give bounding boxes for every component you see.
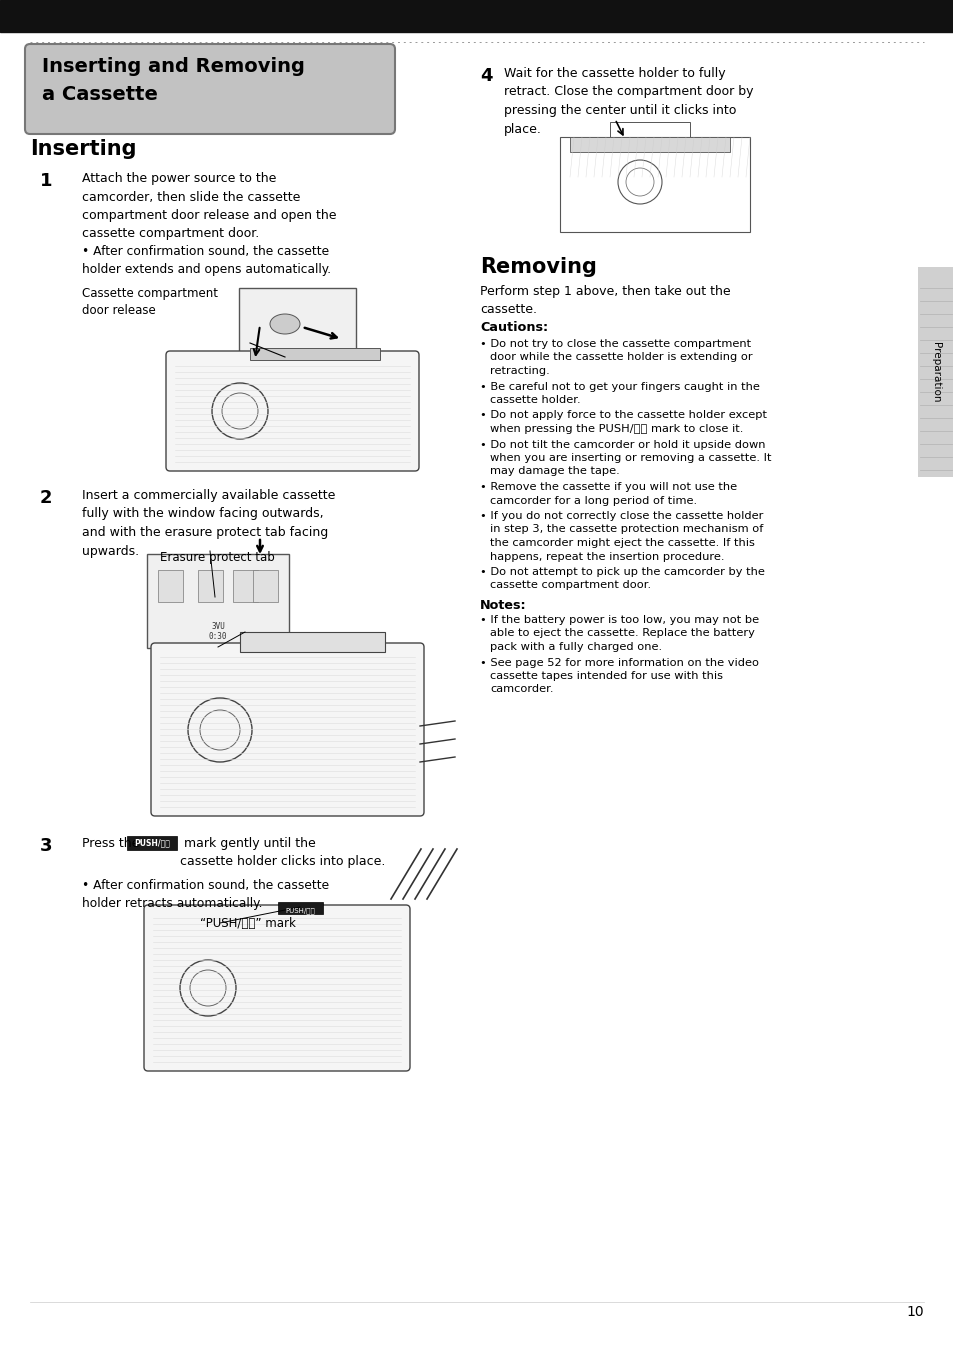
Text: • Do not try to close the cassette compartment: • Do not try to close the cassette compa…: [479, 339, 750, 349]
Ellipse shape: [270, 313, 299, 334]
Bar: [277, 902, 323, 915]
FancyBboxPatch shape: [144, 905, 410, 1071]
Text: a Cassette: a Cassette: [42, 85, 157, 104]
Text: 10: 10: [905, 1305, 923, 1319]
Text: Inserting and Removing: Inserting and Removing: [42, 57, 305, 76]
Bar: [917, 267, 953, 478]
Text: • Do not tilt the camcorder or hold it upside down: • Do not tilt the camcorder or hold it u…: [479, 440, 764, 449]
Text: 3: 3: [40, 837, 52, 855]
Text: may damage the tape.: may damage the tape.: [490, 467, 619, 476]
FancyBboxPatch shape: [25, 43, 395, 134]
Text: 3VU
0:30: 3VU 0:30: [209, 622, 227, 642]
Text: cassette holder.: cassette holder.: [490, 395, 580, 404]
Text: the camcorder might eject the cassette. If this: the camcorder might eject the cassette. …: [490, 537, 754, 548]
FancyBboxPatch shape: [239, 288, 355, 358]
Text: door while the cassette holder is extending or: door while the cassette holder is extend…: [490, 353, 752, 362]
Text: camcorder for a long period of time.: camcorder for a long period of time.: [490, 495, 697, 506]
Text: “PUSH/押す” mark: “PUSH/押す” mark: [200, 917, 295, 930]
Text: 4: 4: [479, 66, 492, 85]
Bar: [158, 570, 183, 603]
Text: in step 3, the cassette protection mechanism of: in step 3, the cassette protection mecha…: [490, 525, 762, 535]
Text: Erasure protect tab: Erasure protect tab: [160, 551, 274, 565]
Text: 1: 1: [40, 172, 52, 190]
Text: pack with a fully charged one.: pack with a fully charged one.: [490, 642, 661, 651]
Bar: [240, 632, 385, 651]
Text: Attach the power source to the
camcorder, then slide the cassette
compartment do: Attach the power source to the camcorder…: [82, 172, 336, 240]
Text: PUSH/押す: PUSH/押す: [285, 906, 314, 913]
Text: • Do not attempt to pick up the camcorder by the: • Do not attempt to pick up the camcorde…: [479, 567, 764, 577]
Text: Cautions:: Cautions:: [479, 322, 548, 334]
Text: • If you do not correctly close the cassette holder: • If you do not correctly close the cass…: [479, 512, 762, 521]
Text: cassette compartment door.: cassette compartment door.: [490, 581, 651, 590]
Text: Cassette compartment
door release: Cassette compartment door release: [82, 286, 218, 318]
Text: Notes:: Notes:: [479, 598, 526, 612]
Text: Inserting: Inserting: [30, 138, 136, 159]
Text: • If the battery power is too low, you may not be: • If the battery power is too low, you m…: [479, 615, 759, 626]
Text: • Do not apply force to the cassette holder except: • Do not apply force to the cassette hol…: [479, 411, 766, 421]
Text: • Be careful not to get your fingers caught in the: • Be careful not to get your fingers cau…: [479, 381, 760, 392]
Bar: [609, 122, 689, 137]
FancyBboxPatch shape: [147, 554, 289, 649]
Bar: [233, 570, 257, 603]
Bar: [250, 347, 379, 360]
Text: • Remove the cassette if you will not use the: • Remove the cassette if you will not us…: [479, 482, 737, 493]
Bar: [198, 570, 223, 603]
Text: cassette tapes intended for use with this: cassette tapes intended for use with thi…: [490, 670, 722, 681]
Text: retracting.: retracting.: [490, 366, 549, 376]
Text: Insert a commercially available cassette
fully with the window facing outwards,
: Insert a commercially available cassette…: [82, 489, 335, 558]
Text: camcorder.: camcorder.: [490, 684, 553, 695]
Text: Preparation: Preparation: [930, 342, 940, 402]
Text: Press the: Press the: [82, 837, 143, 849]
Text: 2: 2: [40, 489, 52, 508]
Bar: [253, 570, 277, 603]
Text: Wait for the cassette holder to fully
retract. Close the compartment door by
pre: Wait for the cassette holder to fully re…: [503, 66, 753, 136]
FancyBboxPatch shape: [166, 351, 418, 471]
Text: able to eject the cassette. Replace the battery: able to eject the cassette. Replace the …: [490, 628, 754, 639]
Text: PUSH/押す: PUSH/押す: [134, 839, 170, 848]
Text: • See page 52 for more information on the video: • See page 52 for more information on th…: [479, 658, 759, 668]
Bar: [569, 137, 729, 152]
Text: mark gently until the
cassette holder clicks into place.: mark gently until the cassette holder cl…: [180, 837, 385, 868]
Text: Removing: Removing: [479, 256, 597, 277]
Bar: [127, 836, 177, 849]
Text: happens, repeat the insertion procedure.: happens, repeat the insertion procedure.: [490, 551, 723, 562]
Text: when you are inserting or removing a cassette. It: when you are inserting or removing a cas…: [490, 453, 771, 463]
Text: • After confirmation sound, the cassette
holder extends and opens automatically.: • After confirmation sound, the cassette…: [82, 246, 331, 275]
Text: when pressing the PUSH/押す mark to close it.: when pressing the PUSH/押す mark to close …: [490, 423, 742, 434]
Text: Perform step 1 above, then take out the
cassette.: Perform step 1 above, then take out the …: [479, 285, 730, 316]
Text: • After confirmation sound, the cassette
holder retracts automatically.: • After confirmation sound, the cassette…: [82, 879, 329, 909]
Bar: [0, 0, 953, 33]
FancyBboxPatch shape: [151, 643, 423, 816]
